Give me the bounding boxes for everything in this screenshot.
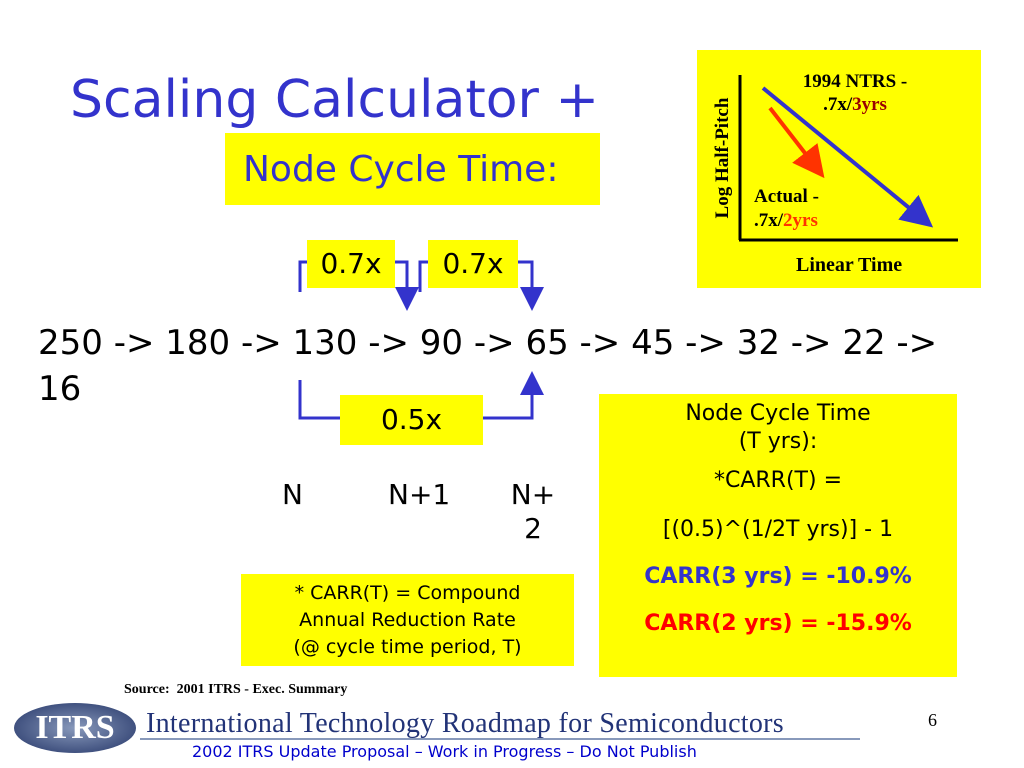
formula-box: Node Cycle Time (T yrs): *CARR(T) = [(0.… <box>599 394 957 677</box>
ntrs-line: 1994 NTRS - <box>802 71 908 92</box>
title: Scaling Calculator + <box>70 70 600 130</box>
carr-2: CARR(2 yrs) = -15.9% <box>644 611 912 636</box>
formula-definition: *CARR(T) = <box>713 468 842 493</box>
footnote-line: * CARR(T) = Compound <box>294 582 521 604</box>
source: Source: 2001 ITRS - Exec. Summary <box>124 682 348 697</box>
node-label-line: 2 <box>524 512 542 545</box>
actual-label: Actual - .7x/2yrs <box>754 185 819 233</box>
actual-trend <box>768 106 825 179</box>
brackets <box>298 260 544 420</box>
formula-heading: Node Cycle Time <box>685 401 871 426</box>
ntrs-rate: .7x/ <box>823 94 853 115</box>
inset-y-label: Log Half-Pitch <box>712 97 733 218</box>
footer-organization: International Technology Roadmap for Sem… <box>146 708 784 739</box>
subtitle-box: Node Cycle Time: <box>225 133 600 205</box>
page-number: 6 <box>928 710 937 730</box>
node-label: N+1 <box>388 478 451 511</box>
ntrs-trend <box>761 86 934 228</box>
footer-notice: 2002 ITRS Update Proposal – Work in Prog… <box>192 742 697 761</box>
factor-box: 0.7x <box>307 240 395 288</box>
footnote-line: (@ cycle time period, T) <box>293 636 522 658</box>
inset-axes <box>738 75 958 242</box>
ntrs-period: 3yrs <box>852 94 887 115</box>
footer-rule <box>140 738 860 740</box>
node-label-line: N+ <box>510 478 556 511</box>
actual-rate: .7x/ <box>754 210 784 231</box>
sequence-line: 16 <box>38 369 82 409</box>
factor-box: 0.5x <box>340 395 483 445</box>
sequence-line: 250 -> 180 -> 130 -> 90 -> 65 -> 45 -> 3… <box>38 323 938 363</box>
subtitle: Node Cycle Time: <box>243 149 559 190</box>
actual-line: Actual - <box>754 186 819 207</box>
formula-expression: [(0.5)^(1/2T yrs)] - 1 <box>662 517 894 542</box>
node-sequence: 250 -> 180 -> 130 -> 90 -> 65 -> 45 -> 3… <box>38 320 937 412</box>
logo: ITRS <box>14 703 136 753</box>
actual-rate-line: .7x/2yrs <box>754 209 819 233</box>
actual-period: 2yrs <box>783 210 818 231</box>
node-label: N+ 2 <box>505 478 561 546</box>
ntrs-label: 1994 NTRS - .7x/3yrs <box>760 70 950 116</box>
inset-box <box>697 50 981 288</box>
inset-x-label: Linear Time <box>796 254 903 276</box>
formula-heading: (T yrs): <box>738 429 818 454</box>
carr-3: CARR(3 yrs) = -10.9% <box>644 564 912 589</box>
footnote-line: Annual Reduction Rate <box>299 609 516 631</box>
factor-box: 0.7x <box>428 240 518 288</box>
logo-text: ITRS <box>35 709 115 746</box>
footnote-box: * CARR(T) = Compound Annual Reduction Ra… <box>241 574 574 666</box>
node-label: N <box>282 478 303 511</box>
ntrs-rate-line: .7x/3yrs <box>760 93 950 116</box>
